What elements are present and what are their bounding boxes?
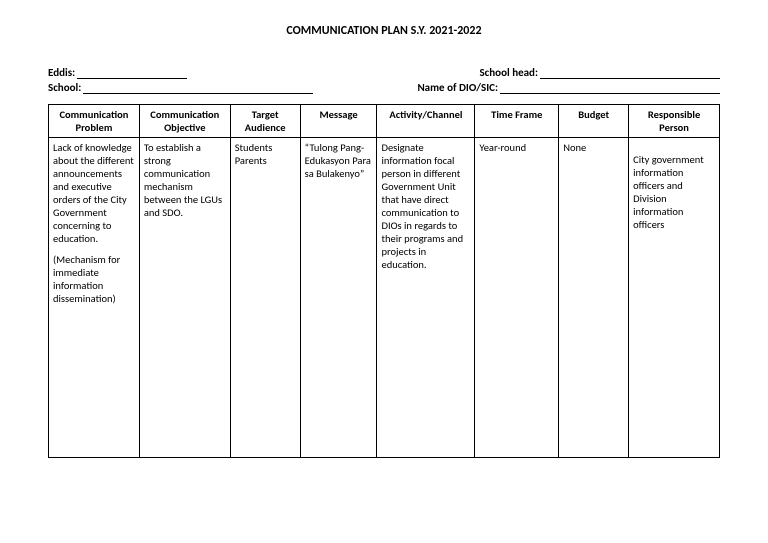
school-line bbox=[83, 82, 313, 94]
school-label: School: bbox=[48, 81, 81, 94]
meta-dio: Name of DIO/SIC: bbox=[417, 81, 720, 94]
cell-activity: Designate information focal person in di… bbox=[377, 138, 475, 458]
cell-message: “Tulong Pang-Edukasyon Para sa Bulakenyo… bbox=[300, 138, 377, 458]
meta-school-head: School head: bbox=[479, 66, 720, 79]
page-title: COMMUNICATION PLAN S.Y. 2021-2022 bbox=[48, 24, 720, 38]
eddis-label: Eddis: bbox=[48, 66, 75, 79]
col-header-problem: Communication Problem bbox=[49, 105, 140, 138]
col-header-objective: Communication Objective bbox=[139, 105, 230, 138]
col-header-budget: Budget bbox=[559, 105, 629, 138]
col-header-responsible: Responsible Person bbox=[629, 105, 720, 138]
school-head-label: School head: bbox=[479, 66, 538, 79]
eddis-line bbox=[77, 67, 187, 79]
cell-objective: To establish a strong communication mech… bbox=[139, 138, 230, 458]
col-header-timeframe: Time Frame bbox=[475, 105, 559, 138]
col-header-audience: Target Audience bbox=[230, 105, 300, 138]
cell-budget: None bbox=[559, 138, 629, 458]
problem-p1: Lack of knowledge about the different an… bbox=[53, 141, 135, 245]
table-header-row: Communication Problem Communication Obje… bbox=[49, 105, 720, 138]
meta-row-1: Eddis: School head: bbox=[48, 66, 720, 79]
col-header-activity: Activity/Channel bbox=[377, 105, 475, 138]
col-header-message: Message bbox=[300, 105, 377, 138]
cell-responsible: City government information officers and… bbox=[629, 138, 720, 458]
plan-table: Communication Problem Communication Obje… bbox=[48, 104, 720, 458]
meta-block: Eddis: School head: School: Name of DIO/… bbox=[48, 66, 720, 94]
meta-eddis: Eddis: bbox=[48, 66, 187, 79]
school-head-line bbox=[540, 67, 720, 79]
cell-timeframe: Year-round bbox=[475, 138, 559, 458]
cell-audience: Students Parents bbox=[230, 138, 300, 458]
meta-school: School: bbox=[48, 81, 313, 94]
dio-label: Name of DIO/SIC: bbox=[417, 81, 498, 94]
cell-problem: Lack of knowledge about the different an… bbox=[49, 138, 140, 458]
meta-row-2: School: Name of DIO/SIC: bbox=[48, 81, 720, 94]
table-row: Lack of knowledge about the different an… bbox=[49, 138, 720, 458]
problem-p2: (Mechanism for immediate information dis… bbox=[53, 253, 135, 305]
responsible-text: City government information officers and… bbox=[633, 153, 715, 231]
dio-line bbox=[500, 82, 720, 94]
responsible-spacer bbox=[633, 141, 715, 153]
